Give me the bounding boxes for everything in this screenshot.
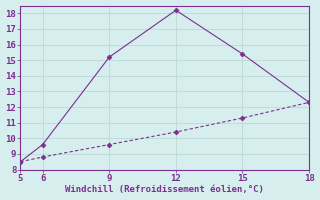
X-axis label: Windchill (Refroidissement éolien,°C): Windchill (Refroidissement éolien,°C) — [65, 185, 264, 194]
